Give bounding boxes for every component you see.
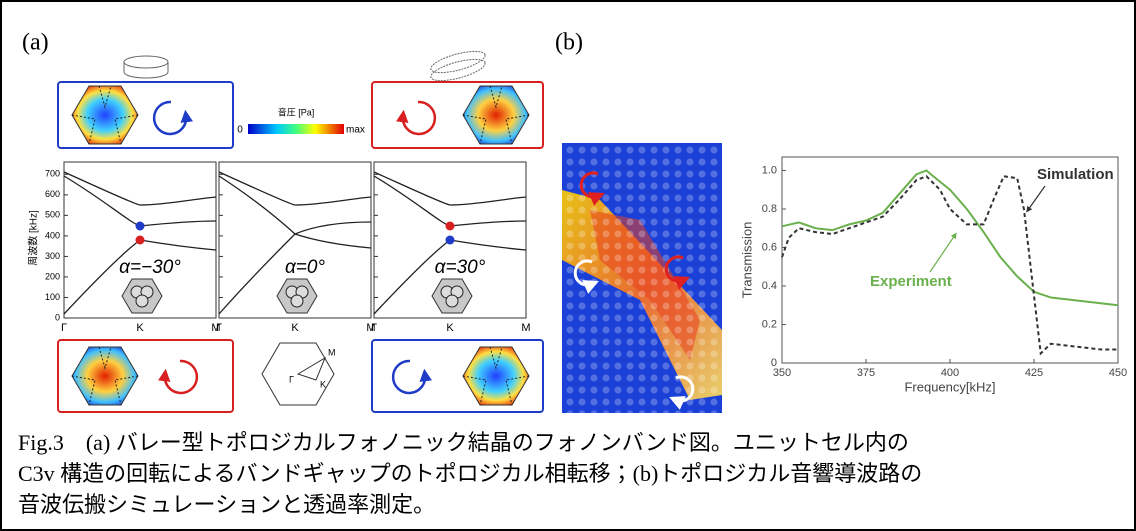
y-tick-label: 0.6	[762, 241, 777, 253]
colorbar	[248, 124, 344, 134]
y-tick-label: 600	[45, 189, 60, 199]
cylinder-icon	[124, 56, 168, 78]
band-curve	[219, 172, 371, 205]
mode-dot	[446, 236, 455, 245]
y-tick-label: 1.0	[762, 164, 777, 176]
annotation-arrow	[930, 235, 955, 272]
y-tick-label: 0	[771, 357, 777, 369]
alpha-label: α=30°	[435, 257, 486, 278]
mode-dot	[136, 236, 145, 245]
y-tick-label: 300	[45, 251, 60, 261]
bz-label: K	[320, 379, 326, 389]
band-curve	[219, 176, 371, 248]
ellipse-icon	[429, 47, 487, 85]
mode-field	[72, 347, 138, 405]
k-label: Γ	[216, 322, 222, 334]
figure: (a) (b) 音圧 [Pa] 0 max 周波数 [kHz] 0 100 200 3…	[0, 0, 1136, 531]
k-label: K	[291, 322, 299, 334]
alpha-label: α=−30°	[119, 257, 181, 278]
y-tick-label: 0.2	[762, 318, 777, 330]
series-line	[782, 176, 1118, 353]
mode-dot	[446, 222, 455, 231]
unit-cell	[122, 279, 162, 313]
rotation-arrow	[403, 102, 435, 134]
y-tick-label: 0	[55, 312, 60, 322]
unit-cell	[432, 279, 472, 313]
legend-label: Simulation	[1037, 166, 1114, 183]
rotation-arrow	[154, 102, 186, 134]
simulation-image	[562, 143, 722, 413]
colorbar-max: max	[346, 125, 365, 136]
annotation-arrow	[1028, 186, 1045, 210]
mode-dot	[136, 222, 145, 231]
plot-frame	[782, 157, 1118, 363]
y-axis-label: Transmission	[739, 222, 754, 299]
band-curve	[64, 176, 216, 226]
y-axis-label: 周波数 [kHz]	[27, 210, 40, 266]
caption-line: C3v 構造の回転によるバンドギャップのトポロジカル相転移；(b)トポロジカル音…	[18, 461, 922, 486]
k-label: K	[446, 322, 454, 334]
y-tick-label: 200	[45, 271, 60, 281]
rotation-arrow	[393, 361, 425, 393]
rotation-arrow	[165, 361, 197, 393]
caption-line: Fig.3 (a) バレー型トポロジカルフォノニック結晶のフォノンバンド図。ユニ…	[18, 430, 909, 455]
x-tick-label: 425	[1025, 367, 1043, 379]
y-tick-label: 400	[45, 230, 60, 240]
panel-label: (a)	[22, 30, 49, 56]
y-tick-label: 0.8	[762, 203, 777, 215]
colorbar-min: 0	[237, 125, 243, 136]
band-curve	[374, 172, 526, 205]
colorbar-title: 音圧 [Pa]	[278, 106, 315, 117]
alpha-label: α=0°	[285, 257, 325, 278]
band-curve	[374, 176, 526, 226]
panel-label: (b)	[555, 30, 583, 56]
bz-label: M	[328, 347, 336, 357]
mode-field	[463, 347, 529, 405]
mode-field	[72, 86, 138, 144]
y-tick-label: 700	[45, 169, 60, 179]
unit-cell	[277, 279, 317, 313]
caption-line: 音波伝搬シミュレーションと透過率測定。	[18, 492, 435, 517]
k-label: Γ	[371, 322, 377, 334]
legend-label: Experiment	[870, 273, 952, 290]
band-curve	[64, 172, 216, 205]
bz-label: Γ	[289, 374, 294, 384]
x-tick-label: 375	[857, 367, 875, 379]
x-tick-label: 450	[1109, 367, 1127, 379]
x-axis-label: Frequency[kHz]	[904, 379, 995, 394]
y-tick-label: 500	[45, 210, 60, 220]
k-label: M	[521, 322, 530, 334]
mode-field	[463, 86, 529, 144]
y-tick-label: 100	[45, 292, 60, 302]
k-label: K	[136, 322, 144, 334]
y-tick-label: 0.4	[762, 280, 777, 292]
x-tick-label: 400	[941, 367, 959, 379]
k-label: Γ	[61, 322, 67, 334]
brillouin-path	[298, 358, 325, 380]
